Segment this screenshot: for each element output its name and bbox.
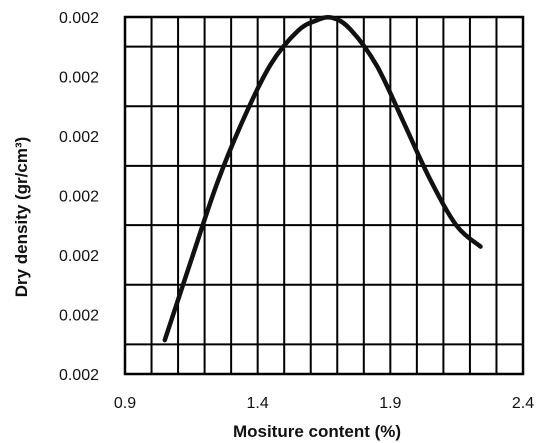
density-curve: [162, 14, 483, 343]
plot-frame: [123, 15, 525, 376]
y-tick-label: 0.002: [59, 367, 99, 384]
x-tick-label: 1.9: [379, 395, 401, 412]
x-tick-label: 0.9: [114, 395, 136, 412]
y-tick-label: 0.002: [59, 248, 99, 265]
y-tick-label: 0.002: [59, 308, 99, 325]
y-axis-label: Dry density (gr/cm³): [12, 137, 31, 298]
x-tick-label: 1.4: [247, 395, 269, 412]
grid: [125, 17, 523, 374]
y-tick-label: 0.002: [59, 10, 99, 27]
x-tick-labels: 0.9 1.4 1.9 2.4: [114, 395, 534, 412]
y-tick-labels: 0.002 0.002 0.002 0.002 0.002 0.002 0.002: [59, 10, 99, 384]
x-axis-label: Mositure content (%): [233, 422, 401, 441]
y-tick-label: 0.002: [59, 129, 99, 146]
y-tick-label: 0.002: [59, 189, 99, 206]
x-tick-label: 2.4: [512, 395, 534, 412]
series-layer: [162, 14, 483, 343]
y-tick-label: 0.002: [59, 70, 99, 87]
